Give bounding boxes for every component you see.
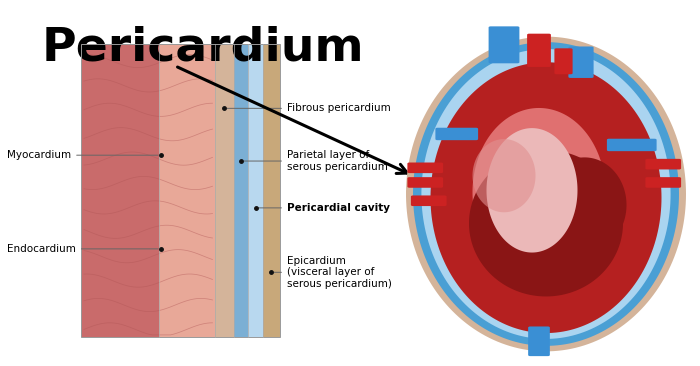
FancyBboxPatch shape (489, 26, 519, 63)
Bar (262, 44, 280, 337)
FancyBboxPatch shape (554, 48, 573, 74)
FancyBboxPatch shape (407, 163, 443, 173)
FancyBboxPatch shape (568, 46, 594, 78)
Text: Pericardial cavity: Pericardial cavity (258, 203, 390, 213)
Polygon shape (542, 157, 626, 253)
Polygon shape (421, 49, 671, 339)
Bar (160, 44, 215, 337)
FancyBboxPatch shape (407, 177, 443, 188)
Bar (248, 44, 262, 337)
Polygon shape (430, 62, 662, 333)
FancyBboxPatch shape (645, 177, 681, 188)
Text: Epicardium
(visceral layer of
serous pericardium): Epicardium (visceral layer of serous per… (274, 256, 392, 289)
Polygon shape (486, 128, 578, 253)
FancyBboxPatch shape (435, 128, 478, 140)
FancyBboxPatch shape (607, 139, 657, 151)
Text: Endocardium: Endocardium (7, 244, 158, 254)
Bar (80, 44, 160, 337)
Polygon shape (473, 108, 606, 276)
Polygon shape (473, 139, 536, 212)
FancyBboxPatch shape (411, 195, 447, 206)
Text: Pericardium: Pericardium (42, 26, 365, 71)
Polygon shape (413, 42, 679, 346)
FancyBboxPatch shape (645, 159, 681, 169)
Bar (234, 44, 248, 337)
Text: Fibrous pericardium: Fibrous pericardium (228, 103, 391, 113)
Polygon shape (469, 150, 623, 296)
Bar (80, 44, 280, 337)
Text: Myocardium: Myocardium (7, 150, 158, 160)
FancyBboxPatch shape (527, 34, 551, 67)
Bar (215, 44, 235, 337)
Polygon shape (406, 37, 686, 351)
Text: Parietal layer of
serous pericardium: Parietal layer of serous pericardium (244, 150, 388, 172)
FancyBboxPatch shape (528, 326, 550, 356)
